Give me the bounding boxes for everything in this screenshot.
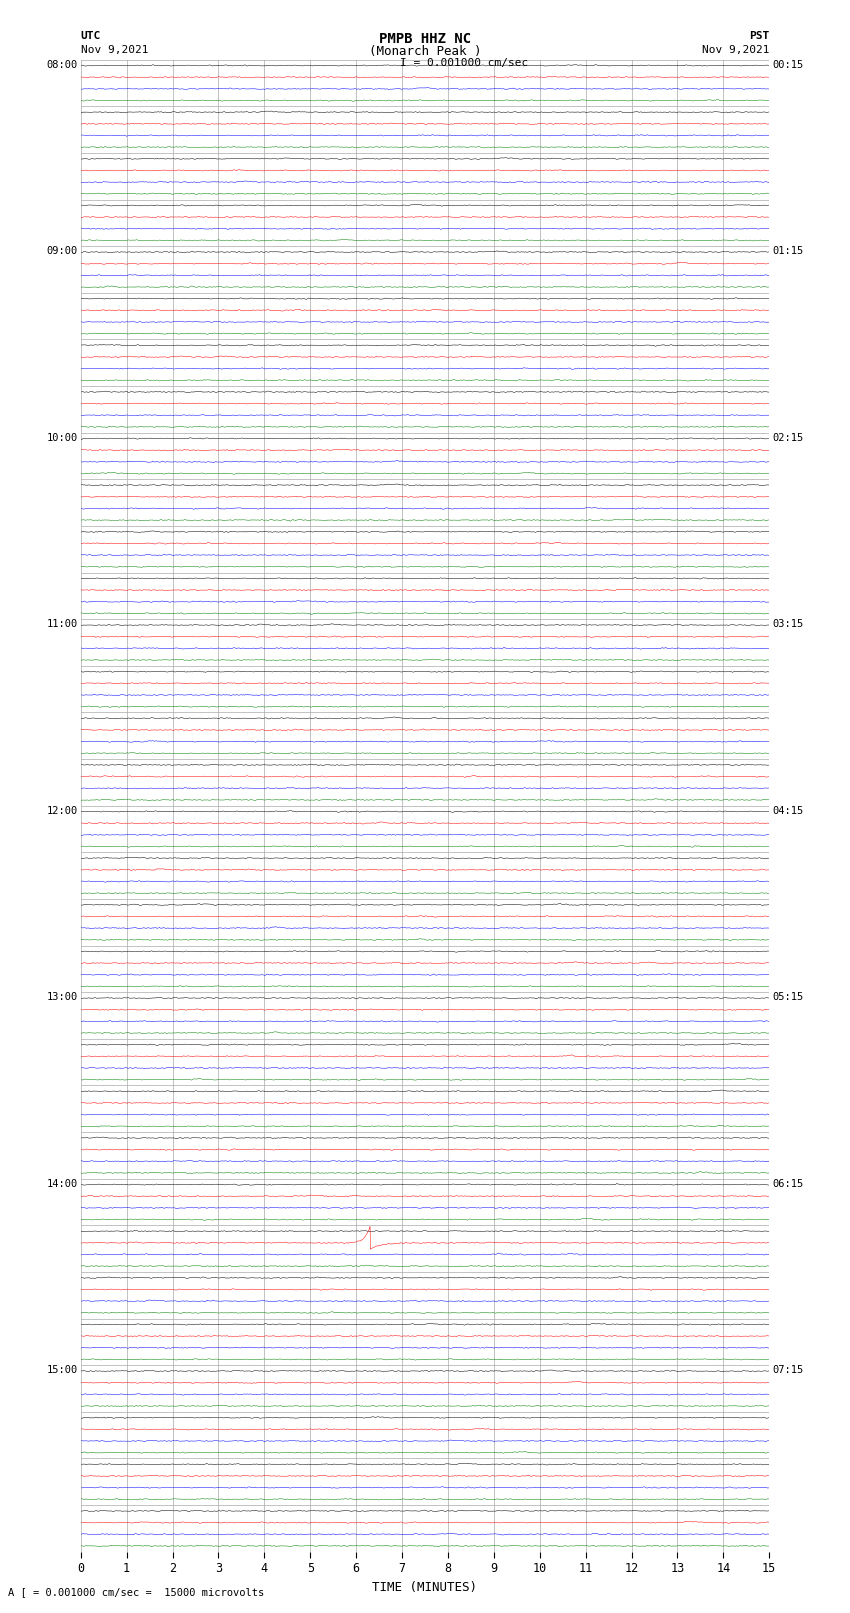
Text: I = 0.001000 cm/sec: I = 0.001000 cm/sec [400, 58, 528, 68]
Text: UTC: UTC [81, 31, 101, 40]
X-axis label: TIME (MINUTES): TIME (MINUTES) [372, 1581, 478, 1594]
Text: Nov 9,2021: Nov 9,2021 [702, 45, 769, 55]
Text: Nov 9,2021: Nov 9,2021 [81, 45, 148, 55]
Text: PST: PST [749, 31, 769, 40]
Text: (Monarch Peak ): (Monarch Peak ) [369, 45, 481, 58]
Text: PMPB HHZ NC: PMPB HHZ NC [379, 32, 471, 47]
Text: A [ = 0.001000 cm/sec =  15000 microvolts: A [ = 0.001000 cm/sec = 15000 microvolts [8, 1587, 264, 1597]
